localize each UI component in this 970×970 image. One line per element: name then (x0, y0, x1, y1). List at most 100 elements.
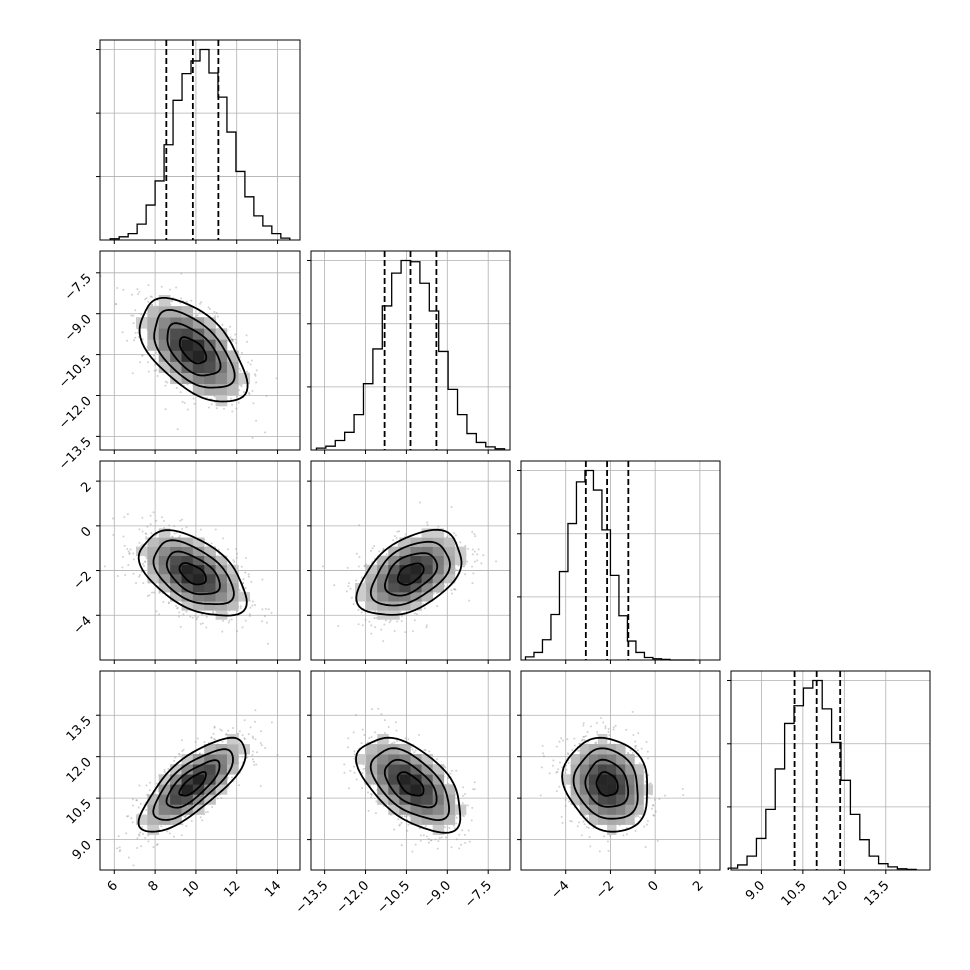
scatter-point (260, 730, 263, 733)
scatter-point (306, 722, 308, 724)
scatter-point (364, 769, 367, 772)
scatter-point (168, 524, 171, 527)
density-cell (192, 350, 205, 362)
density-cell (170, 583, 182, 593)
scatter-point (261, 620, 264, 623)
scatter-point (393, 535, 396, 538)
scatter-point (136, 837, 139, 840)
scatter-point (168, 832, 171, 835)
density-cell (377, 583, 389, 593)
scatter-point (427, 841, 430, 844)
scatter-point (254, 720, 257, 723)
scatter-point (447, 782, 450, 785)
density-cell (181, 794, 194, 805)
density-panel-0-3 (99, 670, 308, 871)
scatter-point (246, 370, 249, 373)
density-cell (158, 295, 171, 307)
scatter-point (141, 354, 144, 357)
scatter-point (112, 533, 115, 536)
scatter-point (270, 721, 273, 724)
scatter-point (425, 835, 428, 838)
scatter-point (471, 565, 474, 568)
scatter-point (265, 395, 268, 398)
scatter-point (194, 740, 197, 743)
scatter-point (360, 742, 363, 745)
scatter-point (382, 548, 385, 551)
scatter-point (360, 611, 363, 614)
scatter-point (199, 302, 202, 305)
density-cell (181, 784, 194, 795)
density-cell (204, 744, 216, 755)
density-cell (215, 555, 228, 566)
panel-frame (99, 39, 301, 241)
scatter-point (212, 612, 215, 615)
scatter-point (382, 548, 385, 551)
scatter-point (361, 771, 364, 774)
scatter-point (462, 565, 465, 568)
density-cell (432, 784, 445, 795)
scatter-point (471, 548, 474, 551)
density-cell (410, 601, 422, 611)
scatter-point (131, 293, 134, 296)
density-cell (136, 814, 148, 825)
density-cell (410, 546, 422, 557)
density-cell (204, 564, 216, 575)
scatter-point (171, 535, 174, 538)
scatter-point (153, 369, 156, 372)
density-cell (377, 564, 389, 575)
density-cell (443, 573, 456, 584)
scatter-point (179, 519, 182, 522)
scatter-point (152, 354, 155, 357)
density-cell (181, 361, 194, 373)
density-cell (215, 774, 228, 785)
density-cell (421, 754, 433, 765)
scatter-point (198, 752, 201, 755)
scatter-point (138, 575, 141, 578)
scatter-point (242, 391, 245, 394)
scatter-point (222, 537, 225, 540)
scatter-point (181, 518, 184, 521)
density-cell (181, 754, 194, 765)
scatter-point (130, 817, 133, 820)
scatter-point (424, 825, 427, 828)
scatter-point (444, 766, 447, 769)
scatter-point (236, 395, 239, 398)
scatter-point (139, 831, 142, 834)
density-cell (158, 555, 171, 566)
scatter-point (349, 769, 352, 772)
density-cell (355, 754, 367, 765)
scatter-point (252, 737, 255, 740)
scatter-point (360, 576, 363, 579)
scatter-point (241, 734, 244, 737)
scatter-point (145, 532, 148, 535)
scatter-point (141, 354, 144, 357)
scatter-point (145, 557, 148, 560)
scatter-point (260, 744, 263, 747)
scatter-point (227, 548, 230, 551)
density-cell (192, 555, 205, 566)
scatter-point (127, 856, 130, 859)
scatter-point (346, 746, 349, 749)
scatter-point (261, 608, 264, 611)
scatter-point (471, 806, 474, 809)
density-cell (432, 824, 445, 835)
scatter-point (134, 336, 137, 339)
scatter-point (418, 501, 421, 504)
scatter-point (152, 511, 155, 514)
scatter-point (190, 820, 193, 823)
density-cell (421, 814, 433, 825)
scatter-point (149, 523, 152, 526)
scatter-point (385, 553, 388, 556)
scatter-point (255, 369, 258, 372)
scatter-point (461, 802, 464, 805)
density-cell (147, 317, 160, 329)
scatter-point (132, 552, 135, 555)
density-cell (215, 764, 228, 775)
scatter-point (240, 385, 243, 388)
scatter-point (398, 823, 401, 826)
density-cell (432, 764, 445, 775)
density-cell (158, 528, 171, 538)
scatter-point (214, 528, 217, 531)
scatter-point (464, 833, 467, 836)
scatter-point (176, 428, 179, 431)
